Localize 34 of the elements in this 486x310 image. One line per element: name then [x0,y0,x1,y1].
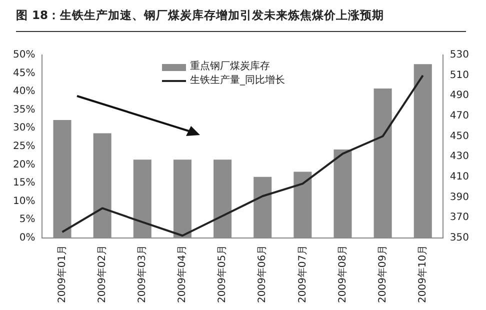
y2-tick-label: 390 [450,192,470,203]
y2-tick-label: 410 [450,171,470,182]
y2-tick-label: 490 [450,90,470,102]
y-tick-label: 10% [12,196,36,207]
y2-tick-label: 510 [450,70,470,81]
y-tick-label: 25% [12,141,36,152]
y-tick-label: 15% [12,178,36,189]
y2-tick-label: 450 [450,130,470,142]
x-tick-label: 2009年06月 [256,244,268,304]
y-tick-label: 30% [12,122,36,134]
y-tick-label: 50% [12,50,36,61]
x-tick-label: 2009年07月 [296,244,308,304]
y-tick-label: 5% [19,214,36,226]
x-tick-label: 2009年10月 [416,244,428,304]
y2-tick-label: 470 [450,110,470,122]
y-tick-label: 40% [12,86,36,98]
legend-label: 重点钢厂煤炭库存 [190,60,270,74]
y2-tick-label: 350 [450,232,470,244]
x-tick-label: 2009年04月 [176,244,188,304]
x-tick-label: 2009年03月 [136,244,148,304]
y2-tick-label: 430 [450,151,470,162]
y-tick-label: 0% [19,232,36,244]
x-tick-label: 2009年08月 [336,244,348,304]
x-tick-label: 2009年09月 [376,244,388,304]
y-tick-label: 45% [12,68,36,79]
x-tick-label: 2009年01月 [56,244,68,304]
y2-tick-label: 370 [450,212,470,224]
chart-title: 图 18：生铁生产加速、钢厂煤炭库存增加引发未来炼焦煤价上涨预期 [16,8,466,32]
legend-label: 生铁生产量_同比增长 [190,74,285,88]
x-tick-label: 2009年02月 [96,244,108,304]
y-tick-label: 20% [12,159,36,170]
y2-tick-label: 530 [450,50,470,61]
x-tick-label: 2009年05月 [216,244,228,304]
y-tick-label: 35% [12,104,36,116]
